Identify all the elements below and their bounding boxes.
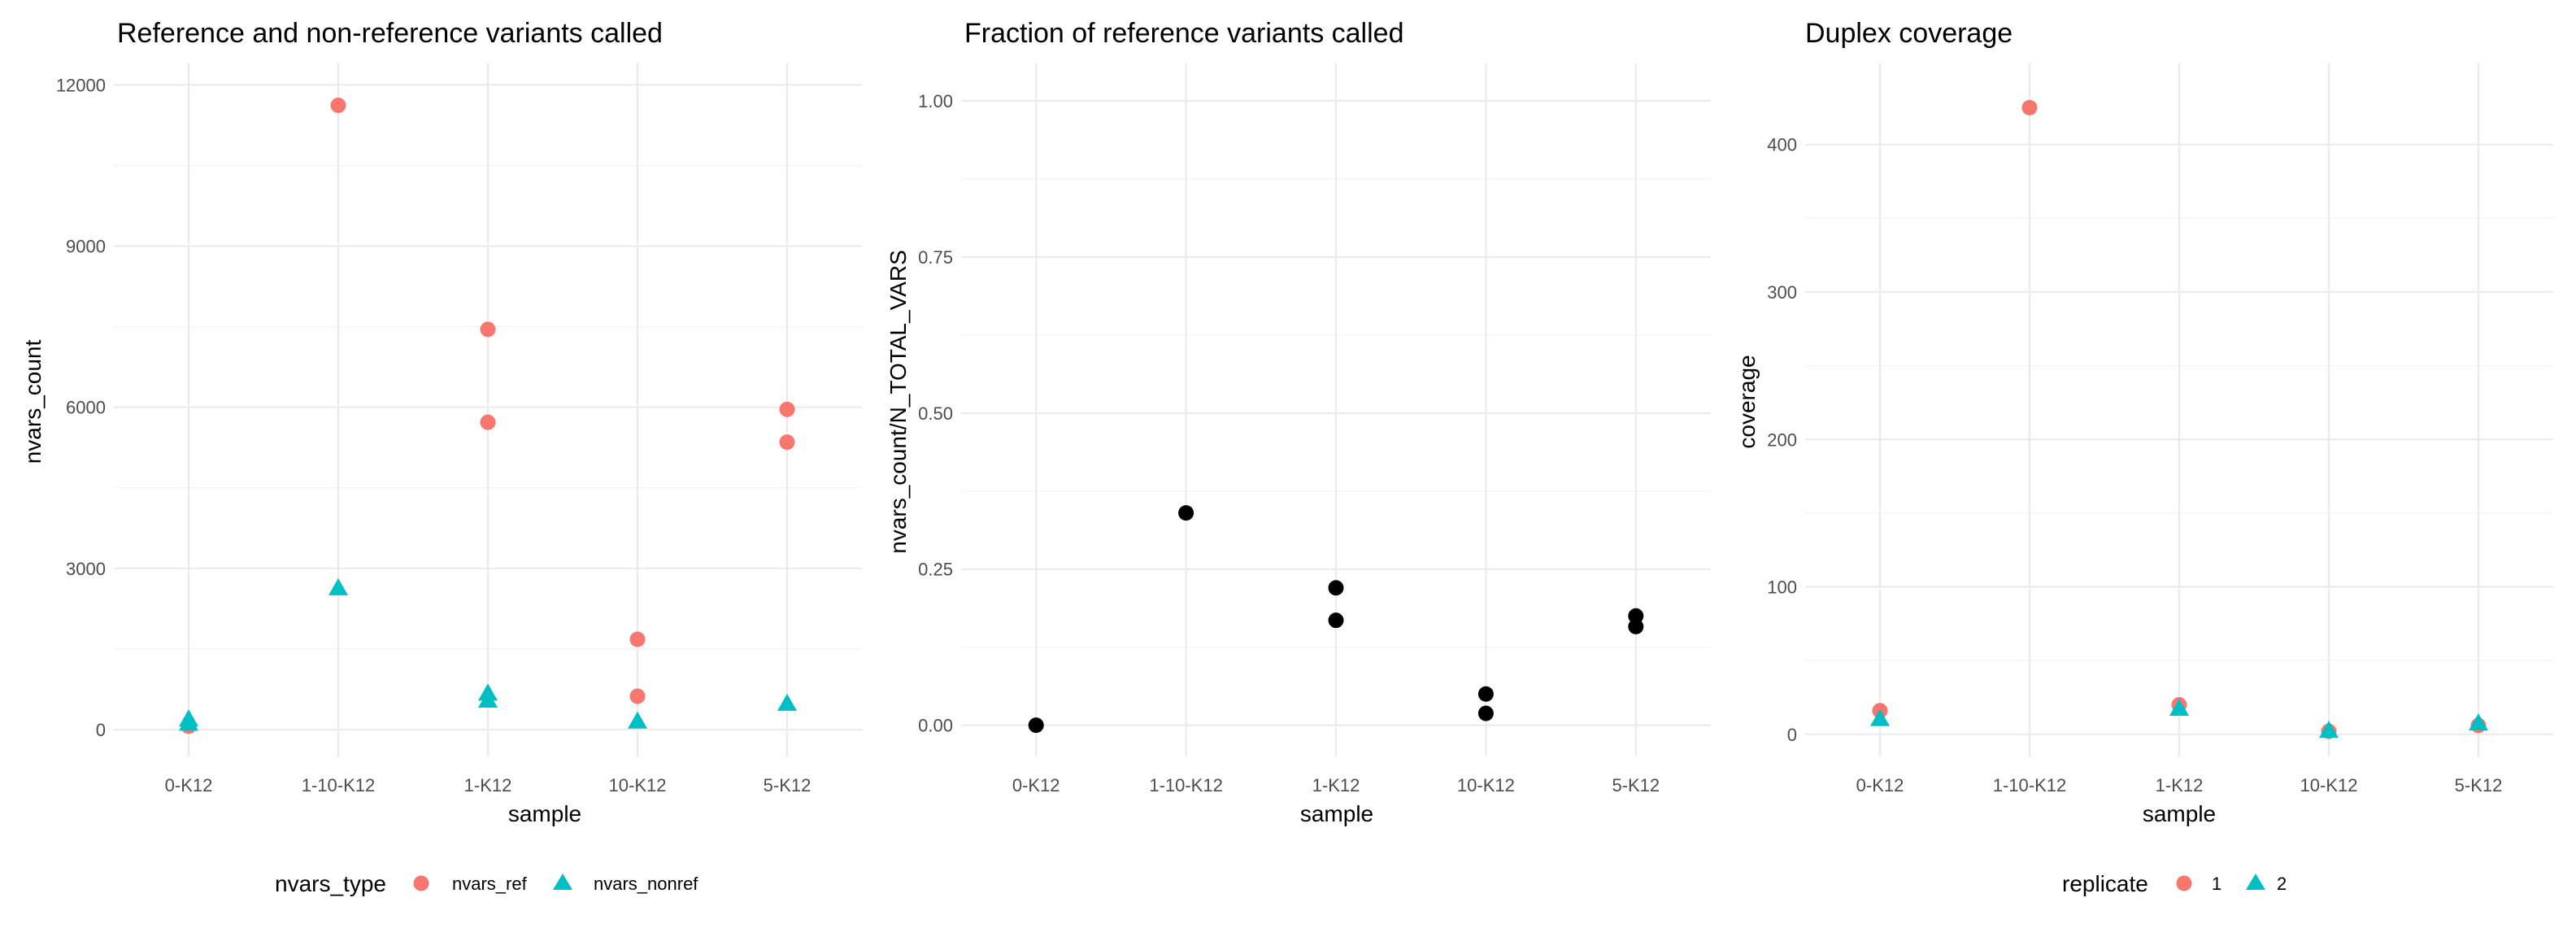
x-axis-tick-labels: 0-K12 1-10-K12 1-K12 10-K12 5-K12 bbox=[1856, 775, 2503, 795]
x-tick-label: 1-10-K12 bbox=[1149, 775, 1223, 795]
point-nvars-ref bbox=[779, 401, 795, 417]
x-tick-label: 5-K12 bbox=[1612, 775, 1660, 795]
point-series-1 bbox=[1178, 505, 1194, 521]
x-tick-label: 0-K12 bbox=[165, 775, 213, 795]
point-nvars-nonref bbox=[179, 713, 198, 731]
panel-title: Duplex coverage bbox=[1805, 18, 2012, 49]
y-tick-label: 0.25 bbox=[918, 560, 953, 580]
y-tick-label: 0 bbox=[1787, 725, 1797, 745]
x-tick-label: 1-K12 bbox=[1312, 775, 1360, 795]
point-series-1 bbox=[1477, 705, 1494, 721]
x-axis-tick-labels: 0-K12 1-10-K12 1-K12 10-K12 5-K12 bbox=[165, 775, 812, 795]
y-axis-title: nvars_count bbox=[20, 340, 46, 464]
y-tick-label: 0.00 bbox=[918, 716, 953, 736]
x-tick-label: 5-K12 bbox=[2455, 775, 2503, 795]
x-tick-label: 1-K12 bbox=[2156, 775, 2204, 795]
y-tick-label: 9000 bbox=[66, 237, 106, 257]
y-axis-tick-labels: 0.00 0.25 0.50 0.75 1.00 bbox=[918, 91, 953, 736]
x-tick-label: 1-K12 bbox=[464, 775, 512, 795]
panel-variants-called: Reference and non-reference variants cal… bbox=[20, 18, 862, 896]
x-tick-label: 10-K12 bbox=[1457, 775, 1515, 795]
x-axis-tick-labels: 0-K12 1-10-K12 1-K12 10-K12 5-K12 bbox=[1012, 775, 1660, 795]
point-series-1 bbox=[1628, 618, 1644, 634]
y-tick-label: 200 bbox=[1767, 429, 1797, 450]
y-tick-label: 0.75 bbox=[918, 247, 953, 268]
x-tick-label: 1-10-K12 bbox=[1993, 775, 2067, 795]
panel-fraction-reference: Fraction of reference variants called 0.… bbox=[886, 18, 1711, 826]
legend-key-replicate-1 bbox=[2176, 875, 2192, 891]
data-points bbox=[179, 98, 797, 734]
point-2 bbox=[2469, 713, 2488, 731]
x-tick-label: 10-K12 bbox=[609, 775, 667, 795]
point-nvars-nonref bbox=[628, 711, 647, 729]
point-2 bbox=[2169, 698, 2189, 716]
point-nvars-nonref bbox=[777, 693, 797, 711]
y-tick-label: 1.00 bbox=[918, 91, 953, 111]
point-nvars-nonref bbox=[329, 577, 348, 595]
x-tick-label: 10-K12 bbox=[2300, 775, 2358, 795]
point-1 bbox=[2021, 99, 2038, 115]
x-tick-label: 5-K12 bbox=[764, 775, 812, 795]
panel-title: Reference and non-reference variants cal… bbox=[117, 18, 663, 49]
point-series-1 bbox=[1328, 580, 1344, 596]
x-axis-title: sample bbox=[508, 801, 581, 826]
legend-title: replicate bbox=[2062, 871, 2148, 896]
legend-title: nvars_type bbox=[275, 871, 386, 896]
point-2 bbox=[2319, 721, 2339, 739]
y-tick-label: 100 bbox=[1767, 577, 1797, 598]
panel-title: Fraction of reference variants called bbox=[964, 18, 1403, 49]
y-tick-label: 300 bbox=[1767, 282, 1797, 303]
legend-label-nvars-nonref: nvars_nonref bbox=[594, 874, 698, 894]
y-tick-label: 3000 bbox=[66, 559, 106, 579]
point-nvars-ref bbox=[330, 98, 346, 114]
point-series-1 bbox=[1477, 686, 1494, 702]
y-tick-label: 12000 bbox=[56, 75, 106, 95]
x-axis-title: sample bbox=[2143, 801, 2216, 826]
y-tick-label: 0.50 bbox=[918, 403, 953, 424]
point-nvars-ref bbox=[629, 688, 646, 704]
data-points bbox=[1028, 505, 1644, 734]
y-tick-label: 400 bbox=[1767, 135, 1797, 155]
x-tick-label: 0-K12 bbox=[1012, 775, 1060, 795]
gridlines bbox=[961, 63, 1711, 756]
point-2 bbox=[1870, 708, 1890, 726]
legend: replicate 1 2 bbox=[2062, 871, 2287, 896]
panel-duplex-coverage: Duplex coverage 0 100 200 300 400 0-K12 1-10-… bbox=[1734, 18, 2553, 896]
point-series-1 bbox=[1328, 612, 1344, 629]
legend-label-nvars-ref: nvars_ref bbox=[452, 874, 528, 894]
point-nvars-ref bbox=[779, 434, 795, 451]
legend-label-replicate-1: 1 bbox=[2212, 874, 2221, 894]
legend-key-nvars-ref bbox=[413, 875, 429, 891]
point-nvars-nonref bbox=[478, 690, 498, 708]
point-series-1 bbox=[1628, 608, 1644, 624]
y-axis-title: nvars_count/N_TOTAL_VARS bbox=[886, 250, 911, 554]
x-axis-title: sample bbox=[1300, 801, 1373, 826]
y-axis-title: coverage bbox=[1734, 355, 1760, 448]
y-tick-label: 6000 bbox=[66, 398, 106, 418]
data-points bbox=[1870, 99, 2488, 739]
gridlines bbox=[1805, 63, 2553, 756]
legend: nvars_type nvars_ref nvars_nonref bbox=[275, 871, 698, 896]
legend-key-replicate-2 bbox=[2246, 874, 2265, 890]
y-tick-label: 0 bbox=[96, 720, 106, 740]
point-nvars-ref bbox=[480, 414, 496, 430]
point-nvars-ref bbox=[629, 631, 646, 647]
legend-key-nvars-nonref bbox=[553, 874, 572, 890]
point-nvars-ref bbox=[480, 321, 496, 338]
legend-label-replicate-2: 2 bbox=[2277, 874, 2287, 894]
x-tick-label: 1-10-K12 bbox=[302, 775, 376, 795]
y-axis-tick-labels: 0 100 200 300 400 bbox=[1767, 135, 1797, 745]
x-tick-label: 0-K12 bbox=[1856, 775, 1904, 795]
point-series-1 bbox=[1028, 717, 1044, 734]
y-axis-tick-labels: 0 3000 6000 9000 12000 bbox=[56, 75, 106, 740]
